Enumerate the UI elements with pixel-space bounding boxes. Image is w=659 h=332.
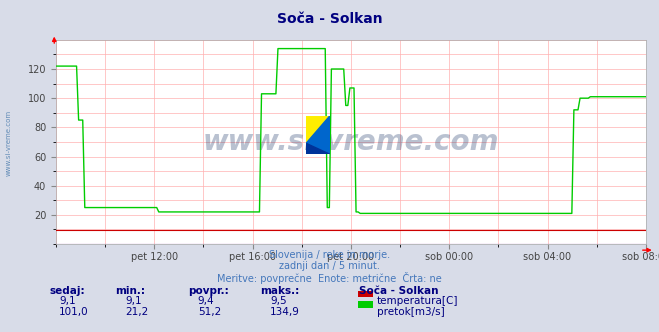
Text: www.si-vreme.com: www.si-vreme.com	[203, 128, 499, 156]
Text: 9,4: 9,4	[198, 296, 214, 306]
Text: sedaj:: sedaj:	[49, 286, 85, 296]
Text: 51,2: 51,2	[198, 307, 221, 317]
Text: www.si-vreme.com: www.si-vreme.com	[5, 110, 11, 176]
Text: pretok[m3/s]: pretok[m3/s]	[377, 307, 445, 317]
Text: 9,1: 9,1	[125, 296, 142, 306]
Text: Slovenija / reke in morje.: Slovenija / reke in morje.	[269, 250, 390, 260]
Text: Meritve: povprečne  Enote: metrične  Črta: ne: Meritve: povprečne Enote: metrične Črta:…	[217, 272, 442, 284]
Polygon shape	[306, 116, 330, 154]
Text: 21,2: 21,2	[125, 307, 148, 317]
Text: min.:: min.:	[115, 286, 146, 296]
Text: Soča - Solkan: Soča - Solkan	[277, 12, 382, 26]
Text: povpr.:: povpr.:	[188, 286, 229, 296]
Polygon shape	[306, 116, 330, 143]
Text: Soča - Solkan: Soča - Solkan	[359, 286, 439, 296]
Text: 134,9: 134,9	[270, 307, 300, 317]
Polygon shape	[306, 143, 330, 154]
Text: 9,1: 9,1	[59, 296, 76, 306]
Text: temperatura[C]: temperatura[C]	[377, 296, 459, 306]
Text: zadnji dan / 5 minut.: zadnji dan / 5 minut.	[279, 261, 380, 271]
Text: 101,0: 101,0	[59, 307, 89, 317]
Text: 9,5: 9,5	[270, 296, 287, 306]
Text: maks.:: maks.:	[260, 286, 300, 296]
